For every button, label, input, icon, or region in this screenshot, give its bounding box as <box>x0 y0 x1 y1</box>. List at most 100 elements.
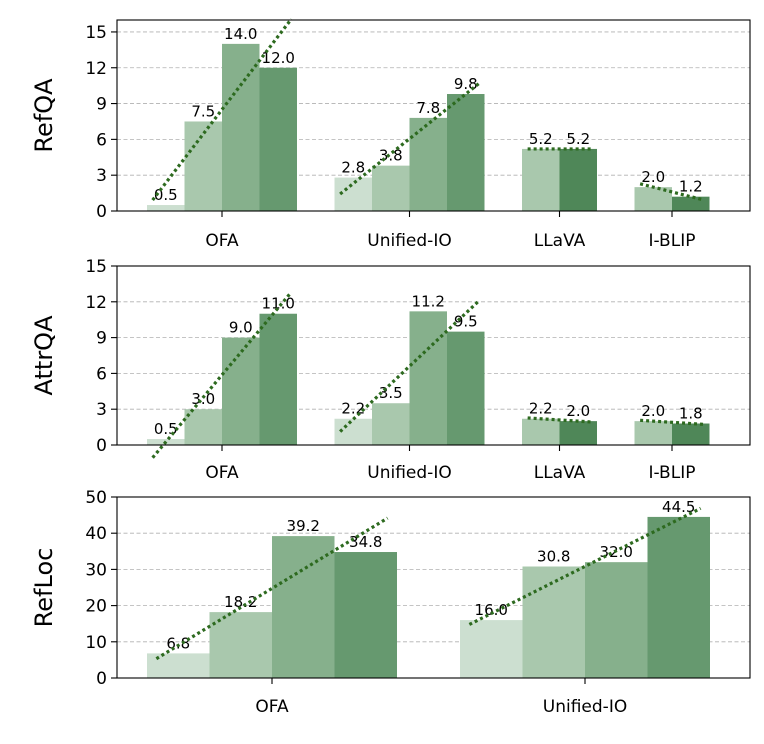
data-label: 14.0 <box>224 25 257 43</box>
y-tick-label: 20 <box>85 597 107 617</box>
trend-line <box>339 299 480 433</box>
bar <box>409 117 447 211</box>
y-axis-label: RefQA <box>30 78 58 153</box>
category-label: Unified-IO <box>367 231 451 251</box>
bar <box>409 311 447 445</box>
y-tick-label: 12 <box>85 293 107 313</box>
data-label: 6.8 <box>166 634 190 652</box>
plot-frame <box>116 496 751 679</box>
data-label: 18.2 <box>224 593 257 611</box>
data-label: 11.2 <box>412 292 445 310</box>
data-label: 3.8 <box>379 147 403 165</box>
y-tick-label: 15 <box>85 257 107 277</box>
panel-attrqa: 0 3 6 9 12 15 AttrQA 0.5 3.0 9.0 11.0 OFA 2.2 3.5 11.2… <box>30 257 751 483</box>
panel-refloc: 0 10 20 30 40 50 RefLoc 6.8 18.2 39.2 34.8 OFA 16.0 3… <box>30 488 751 717</box>
data-label: 9.8 <box>454 75 478 93</box>
data-label: 2.0 <box>566 402 590 420</box>
data-label: 16.0 <box>475 601 508 619</box>
y-tick-label: 6 <box>96 130 107 150</box>
y-tick-label: 9 <box>96 329 107 349</box>
trend-line <box>468 506 702 626</box>
trend-line <box>527 416 592 424</box>
bar <box>460 620 523 678</box>
category-label: Unified-IO <box>543 697 627 717</box>
y-tick-label: 3 <box>96 400 107 420</box>
bar <box>447 331 485 445</box>
y-tick-label: 30 <box>85 560 107 580</box>
bar <box>522 148 560 211</box>
data-label: 0.5 <box>154 186 178 204</box>
category-label: LLaVA <box>534 231 586 251</box>
y-axis-label: AttrQA <box>30 315 58 396</box>
y-tick-label: 9 <box>96 95 107 115</box>
trend-line <box>639 182 705 202</box>
bar <box>585 562 648 678</box>
bar <box>222 337 260 445</box>
data-label: 9.5 <box>454 313 478 331</box>
trend-line <box>640 418 704 426</box>
data-label: 5.2 <box>566 130 590 148</box>
bar <box>647 516 710 678</box>
data-label: 0.5 <box>154 420 178 438</box>
panel-refqa: 0 3 6 9 12 15 RefQA 0.5 7.5 14.0 12.0 OFA 2.8 3.8 7.8 9… <box>30 18 751 251</box>
y-tick-label: 0 <box>96 202 107 222</box>
y-tick-label: 6 <box>96 364 107 384</box>
y-tick-label: 50 <box>85 488 107 508</box>
bar <box>334 552 397 678</box>
y-tick-label: 10 <box>85 633 107 653</box>
data-label: 2.8 <box>341 159 365 177</box>
bar <box>334 177 372 211</box>
y-tick-label: 40 <box>85 524 107 544</box>
data-label: 12.0 <box>262 49 295 67</box>
category-label: OFA <box>205 463 239 483</box>
data-label: 9.0 <box>229 319 253 337</box>
data-label: 3.0 <box>191 390 215 408</box>
data-label: 2.0 <box>641 168 665 186</box>
bar <box>184 121 222 211</box>
data-label: 3.5 <box>379 384 403 402</box>
bar <box>259 67 297 211</box>
plot-frame <box>116 19 751 212</box>
data-label: 7.5 <box>191 102 215 120</box>
trend-line <box>151 291 293 459</box>
category-label: OFA <box>255 697 289 717</box>
bar <box>634 421 672 445</box>
bar <box>334 418 372 445</box>
y-tick-label: 0 <box>96 669 107 689</box>
y-tick-label: 0 <box>96 436 107 456</box>
y-tick-label: 15 <box>85 23 107 43</box>
y-axis-label: RefLoc <box>30 548 58 628</box>
bar <box>272 536 335 678</box>
bar <box>672 196 710 211</box>
category-label: OFA <box>205 231 239 251</box>
bar <box>372 165 410 211</box>
trend-line <box>151 18 293 202</box>
data-label: 2.0 <box>641 402 665 420</box>
bar <box>147 205 185 211</box>
data-label: 1.8 <box>679 405 703 423</box>
category-label: I-BLIP <box>649 231 696 251</box>
bar <box>559 148 597 211</box>
bar <box>372 403 410 445</box>
category-label: LLaVA <box>534 463 586 483</box>
data-label: 44.5 <box>662 498 695 516</box>
data-label: 2.2 <box>341 400 365 418</box>
data-label: 11.0 <box>262 295 295 313</box>
data-label: 34.8 <box>349 533 382 551</box>
data-label: 1.2 <box>679 178 703 196</box>
bar <box>259 313 297 445</box>
data-label: 5.2 <box>529 130 553 148</box>
category-label: I-BLIP <box>649 463 696 483</box>
bar <box>559 421 597 445</box>
data-label: 7.8 <box>416 99 440 117</box>
data-label: 30.8 <box>537 548 570 566</box>
bar <box>634 187 672 211</box>
bar <box>222 43 260 211</box>
data-label: 2.2 <box>529 400 553 418</box>
bar <box>522 418 560 445</box>
bar <box>672 423 710 445</box>
data-label: 39.2 <box>287 517 320 535</box>
bar <box>184 409 222 445</box>
bar <box>209 612 272 678</box>
y-tick-label: 3 <box>96 166 107 186</box>
